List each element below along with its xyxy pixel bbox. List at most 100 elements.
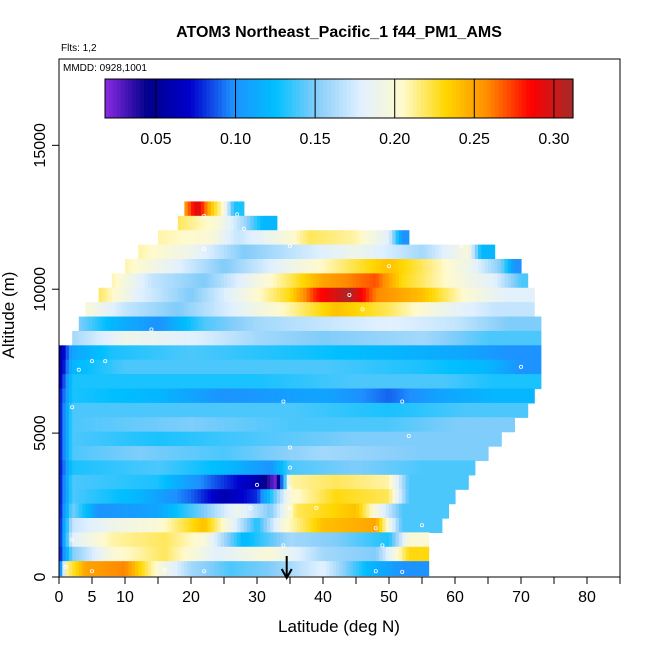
heatmap-cell xyxy=(352,474,357,490)
heatmap-cell xyxy=(257,374,261,390)
heatmap-cell xyxy=(293,259,298,274)
heatmap-cell xyxy=(313,374,317,390)
heatmap-cell xyxy=(98,359,103,375)
heatmap-cell xyxy=(138,489,143,505)
heatmap-cell xyxy=(299,546,304,562)
heatmap-cell xyxy=(382,402,387,418)
heatmap-cell xyxy=(395,561,400,577)
heatmap-cell xyxy=(408,489,413,505)
heatmap-cell xyxy=(151,546,156,562)
heatmap-cell xyxy=(217,316,222,332)
heatmap-cell xyxy=(217,330,222,346)
heatmap-cell xyxy=(243,273,248,289)
heatmap-cell xyxy=(220,287,225,303)
heatmap-cell xyxy=(504,388,509,404)
heatmap-cell xyxy=(151,374,156,390)
heatmap-cell xyxy=(332,460,337,476)
heatmap-cell xyxy=(210,561,215,577)
heatmap-cell xyxy=(303,345,308,361)
heatmap-cell xyxy=(316,546,321,562)
heatmap-cell xyxy=(243,518,248,533)
heatmap-cell xyxy=(85,489,90,505)
heatmap-cell xyxy=(197,518,202,533)
heatmap-cell xyxy=(398,302,403,318)
heatmap-cell xyxy=(299,374,304,390)
heatmap-cell xyxy=(161,374,166,390)
heatmap-cell xyxy=(148,345,152,361)
heatmap-cell xyxy=(240,417,245,433)
heatmap-cell xyxy=(167,561,172,577)
heatmap-cell xyxy=(402,244,407,260)
heatmap-cell xyxy=(349,359,354,375)
heatmap-cell xyxy=(197,244,202,260)
heatmap-cell xyxy=(339,561,344,577)
heatmap-cell xyxy=(174,417,179,433)
heatmap-cell xyxy=(217,431,222,447)
heatmap-cell xyxy=(326,230,331,246)
heatmap-cell xyxy=(72,388,77,404)
heatmap-cell xyxy=(253,561,258,577)
heatmap-cell xyxy=(488,388,492,404)
heatmap-cell xyxy=(372,474,377,490)
heatmap-cell xyxy=(342,287,347,303)
heatmap-cell xyxy=(161,460,166,476)
heatmap-cell xyxy=(134,330,139,346)
heatmap-cell xyxy=(101,388,106,404)
heatmap-cell xyxy=(329,259,334,274)
heatmap-cell xyxy=(280,417,284,433)
heatmap-cell xyxy=(68,402,73,418)
heatmap-cell xyxy=(412,561,416,577)
heatmap-cell xyxy=(105,489,110,505)
heatmap-cell xyxy=(224,273,228,289)
heatmap-cell xyxy=(299,302,304,318)
heatmap-cell xyxy=(217,388,222,404)
heatmap-cell xyxy=(389,561,393,577)
heatmap-cell xyxy=(118,302,123,318)
heatmap-cell xyxy=(375,474,380,490)
heatmap-cell xyxy=(352,374,357,390)
heatmap-cell xyxy=(276,287,281,303)
heatmap-cell xyxy=(62,561,67,577)
colorbar-swatch xyxy=(222,79,227,118)
heatmap-cell xyxy=(418,431,423,447)
heatmap-cell xyxy=(398,446,403,462)
heatmap-cell xyxy=(247,532,251,548)
heatmap-cell xyxy=(214,417,218,433)
heatmap-cell xyxy=(167,417,172,433)
heatmap-cell xyxy=(240,359,245,375)
heatmap-cell xyxy=(263,402,268,418)
heatmap-cell xyxy=(263,287,268,303)
heatmap-cell xyxy=(339,316,344,332)
heatmap-cell xyxy=(161,518,166,533)
heatmap-cell xyxy=(207,330,212,346)
heatmap-cell xyxy=(405,402,410,418)
heatmap-cell xyxy=(524,345,529,361)
heatmap-cell xyxy=(131,503,136,519)
heatmap-cell xyxy=(121,287,126,303)
heatmap-cell xyxy=(204,316,209,332)
heatmap-cell xyxy=(445,417,449,433)
heatmap-cell xyxy=(131,489,136,505)
heatmap-cell xyxy=(141,474,146,490)
heatmap-cell xyxy=(260,518,265,533)
heatmap-cell xyxy=(369,230,374,246)
heatmap-cell xyxy=(68,460,73,476)
heatmap-cell xyxy=(184,215,189,231)
heatmap-cell xyxy=(412,244,416,260)
colorbar-swatch xyxy=(420,79,426,118)
heatmap-cell xyxy=(194,359,199,375)
colorbar-swatch xyxy=(116,79,122,118)
colorbar-swatch xyxy=(549,79,555,118)
heatmap-cell xyxy=(280,518,284,533)
heatmap-cell xyxy=(415,489,420,505)
heatmap-cell xyxy=(507,273,512,289)
heatmap-cell xyxy=(101,330,106,346)
heatmap-cell xyxy=(247,417,251,433)
heatmap-cell xyxy=(431,518,436,533)
heatmap-cell xyxy=(319,302,324,318)
heatmap-cell xyxy=(128,546,133,562)
heatmap-cell xyxy=(65,474,70,490)
heatmap-cell xyxy=(362,489,367,505)
heatmap-cell xyxy=(514,359,519,375)
heatmap-cell xyxy=(243,431,248,447)
